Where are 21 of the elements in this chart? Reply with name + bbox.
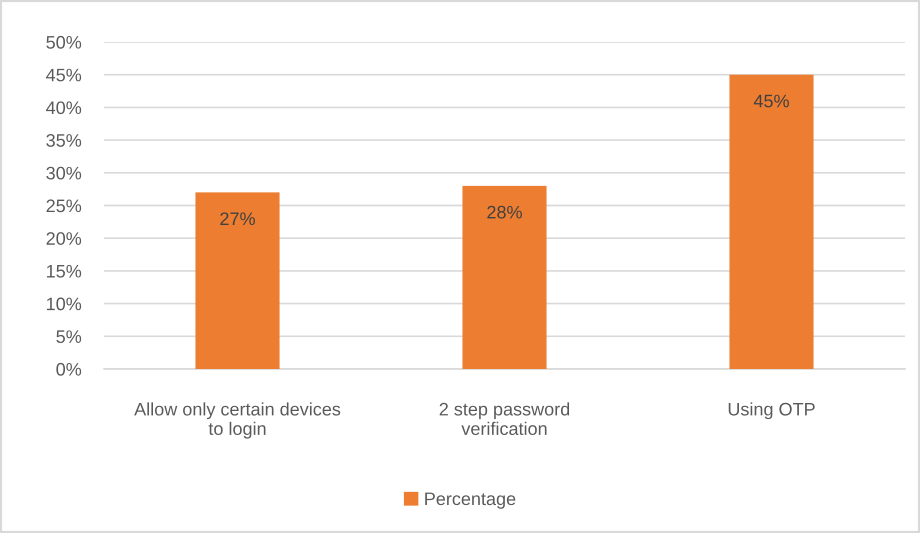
data-label: 27%: [220, 212, 255, 226]
y-tick-label: 10%: [47, 298, 82, 310]
y-tick-label: 20%: [46, 232, 82, 245]
x-tick-label: Allow only certain devices to login: [134, 402, 340, 439]
y-tick-label: 5%: [56, 330, 82, 344]
y-tick-label: 15%: [47, 264, 82, 278]
legend-label: Percentage: [425, 492, 516, 509]
bar: [462, 186, 547, 369]
y-tick-label: 50%: [46, 36, 82, 49]
bar: [729, 74, 814, 369]
y-tick-label: 25%: [46, 199, 82, 212]
data-label: 45%: [754, 94, 789, 108]
y-tick-label: 30%: [46, 166, 82, 180]
x-tick-label: 2 step password verification: [440, 402, 570, 436]
y-tick-label: 40%: [46, 101, 82, 114]
data-label: 28%: [487, 206, 522, 219]
bar: [195, 192, 280, 369]
x-tick-label: Using OTP: [728, 402, 815, 420]
y-tick-label: 0%: [56, 362, 82, 376]
y-tick-label: 45%: [46, 68, 82, 82]
y-tick-label: 35%: [46, 134, 82, 147]
